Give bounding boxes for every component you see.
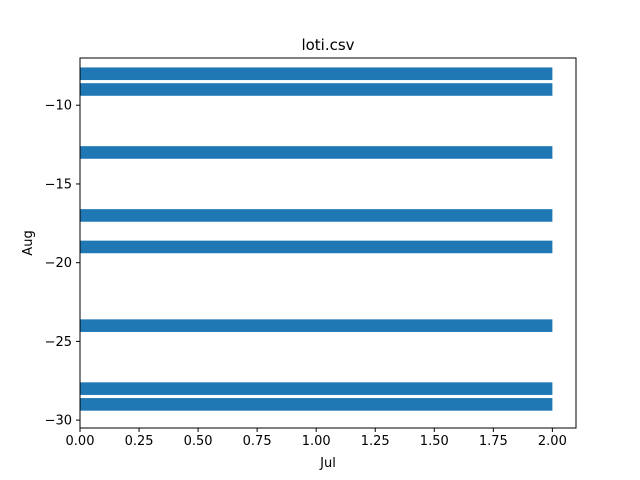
x-tick-label: 1.75: [479, 434, 508, 449]
y-tick-label: −25: [45, 335, 72, 350]
x-tick-label: 0.50: [184, 434, 213, 449]
y-tick-label: −10: [45, 99, 72, 114]
plot-frame: [79, 57, 577, 429]
x-axis-ticks: 0.00 0.25 0.50 0.75 1.00 1.25 1.50 1.75 2.00: [66, 428, 567, 449]
y-axis-label: Aug: [21, 230, 36, 255]
bar: [80, 319, 553, 332]
chart-title: loti.csv: [301, 36, 354, 54]
x-tick-label: 2.00: [538, 434, 567, 449]
y-axis-ticks: −10 −15 −20 −25 −30: [45, 99, 80, 429]
y-tick-label: −15: [45, 177, 72, 192]
bars-group: [80, 67, 553, 411]
bar: [80, 146, 553, 159]
bar: [80, 398, 553, 411]
x-tick-label: 0.00: [66, 434, 95, 449]
y-tick-label: −30: [45, 414, 72, 429]
x-tick-label: 1.50: [420, 434, 449, 449]
bar: [80, 240, 553, 254]
bar: [80, 382, 553, 395]
x-tick-label: 0.75: [243, 434, 272, 449]
y-tick-label: −20: [45, 256, 72, 271]
x-tick-label: 1.25: [361, 434, 390, 449]
x-tick-label: 0.25: [125, 434, 154, 449]
bar: [80, 83, 553, 96]
bar: [80, 209, 553, 222]
x-axis-label: Jul: [319, 456, 336, 471]
bar: [80, 67, 553, 81]
x-tick-label: 1.00: [302, 434, 331, 449]
